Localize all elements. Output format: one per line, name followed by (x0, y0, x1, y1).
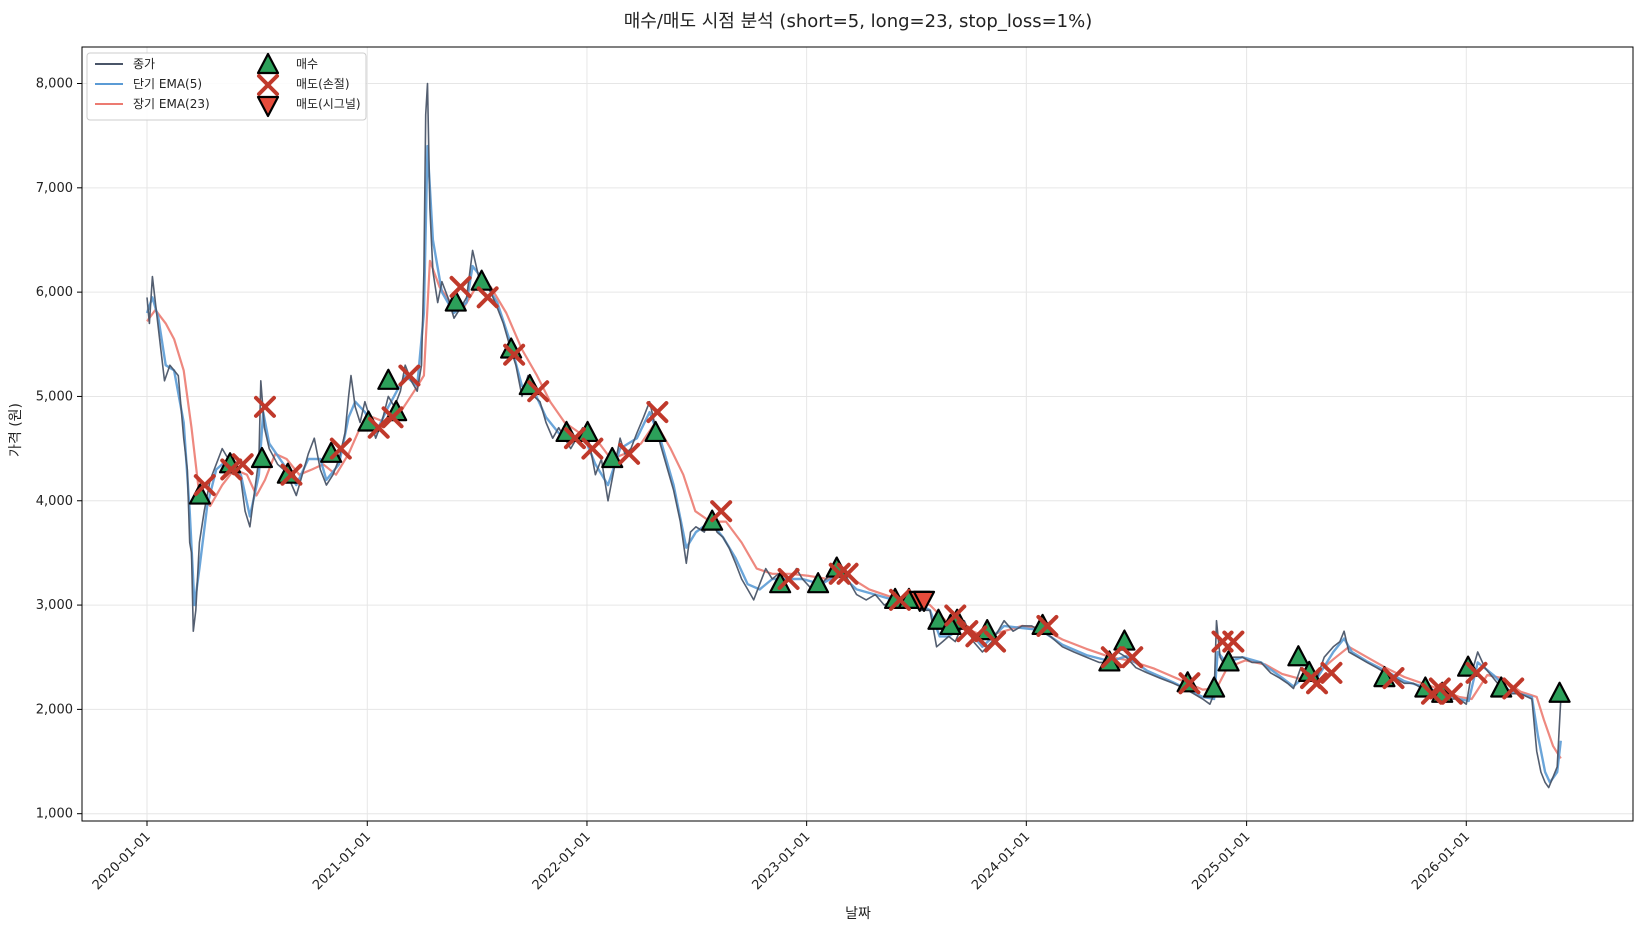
legend-marker-label-1: 매도(손절) (296, 77, 350, 91)
marker-1 (1428, 677, 1451, 700)
marker-1 (1178, 672, 1201, 695)
legend-label-0: 종가 (133, 57, 155, 71)
marker-1 (398, 364, 421, 387)
x-tick-label: 2025-01-01 (1189, 829, 1253, 893)
marker-1 (231, 453, 254, 476)
marker-1 (503, 343, 526, 366)
marker-0 (377, 368, 400, 390)
marker-1 (710, 500, 733, 523)
x-tick-label: 2022-01-01 (530, 829, 594, 893)
marker-0 (1490, 676, 1513, 698)
marker-0 (1287, 645, 1310, 667)
marker-1 (1320, 661, 1343, 684)
series-line-1 (145, 144, 1562, 784)
marker-0 (1217, 650, 1240, 672)
legend-marker-label-0: 매수 (296, 57, 318, 71)
marker-1 (193, 474, 216, 497)
x-tick-label: 2020-01-01 (90, 829, 154, 893)
y-tick-label: 1,000 (36, 807, 73, 822)
marker-0 (1203, 676, 1226, 698)
marker-1 (828, 562, 851, 585)
marker-1 (965, 625, 988, 648)
marker-1 (888, 588, 911, 611)
marker-1 (367, 416, 390, 439)
marker-1 (280, 463, 303, 486)
marker-1 (1465, 661, 1488, 684)
legend-marker-2 (256, 95, 280, 118)
y-axis-title: 가격 (원) (8, 403, 24, 457)
x-tick-label: 2021-01-01 (310, 829, 374, 893)
x-tick-label: 2024-01-01 (969, 829, 1033, 893)
marker-1 (476, 286, 499, 309)
x-axis-title: 날짜 (845, 906, 871, 922)
marker-0 (470, 269, 493, 291)
legend-marker-label-2: 매도(시그널) (296, 97, 361, 111)
y-tick-label: 5,000 (36, 389, 73, 404)
legend-label-2: 장기 EMA(23) (133, 97, 210, 111)
series-line-0 (146, 82, 1562, 789)
marker-0 (644, 420, 667, 443)
x-tick-label: 2023-01-01 (749, 829, 813, 893)
marker-1 (1440, 682, 1463, 705)
series-line-2 (146, 259, 1562, 759)
marker-1 (1036, 614, 1059, 637)
legend-marker-0 (256, 52, 280, 75)
y-tick-label: 3,000 (36, 598, 73, 613)
marker-1 (220, 458, 243, 481)
marker-1 (1100, 646, 1123, 669)
y-tick-label: 7,000 (36, 181, 73, 196)
chart-title: 매수/매도 시점 분석 (short=5, long=23, stop_loss… (624, 11, 1093, 32)
marker-1 (1306, 672, 1329, 695)
marker-0 (1548, 681, 1571, 703)
x-tick-label: 2026-01-01 (1409, 829, 1473, 893)
marker-1 (381, 406, 404, 429)
marker-0 (806, 572, 830, 594)
legend-marker-1 (257, 74, 279, 96)
marker-1 (581, 437, 604, 460)
grid (82, 47, 1633, 821)
y-tick-label: 6,000 (36, 285, 73, 300)
marker-1 (618, 442, 641, 465)
marker-1 (329, 437, 352, 460)
marker-1 (1502, 677, 1525, 700)
marker-2 (912, 590, 936, 612)
marker-1 (1382, 667, 1405, 690)
marker-0 (927, 608, 950, 630)
marker-1 (984, 630, 1007, 653)
y-tick-label: 8,000 (36, 77, 73, 92)
marker-0 (444, 290, 467, 312)
y-tick-label: 4,000 (36, 494, 73, 509)
marker-1 (253, 395, 276, 418)
marker-1 (563, 427, 586, 450)
marker-1 (777, 567, 800, 590)
legend-box (86, 52, 367, 121)
series-lines (145, 82, 1562, 789)
marker-1 (836, 562, 859, 585)
y-tick-label: 2,000 (36, 702, 73, 717)
marker-1 (944, 604, 967, 627)
marker-0 (601, 446, 624, 469)
legend-label-1: 단기 EMA(5) (133, 77, 202, 91)
marker-1 (449, 275, 472, 298)
trade-markers (188, 269, 1571, 705)
marker-1 (1121, 646, 1144, 669)
plot-frame (81, 46, 1634, 822)
marker-0 (250, 446, 274, 469)
marker-1 (1222, 630, 1245, 653)
marker-1 (527, 380, 550, 403)
marker-1 (646, 401, 669, 424)
